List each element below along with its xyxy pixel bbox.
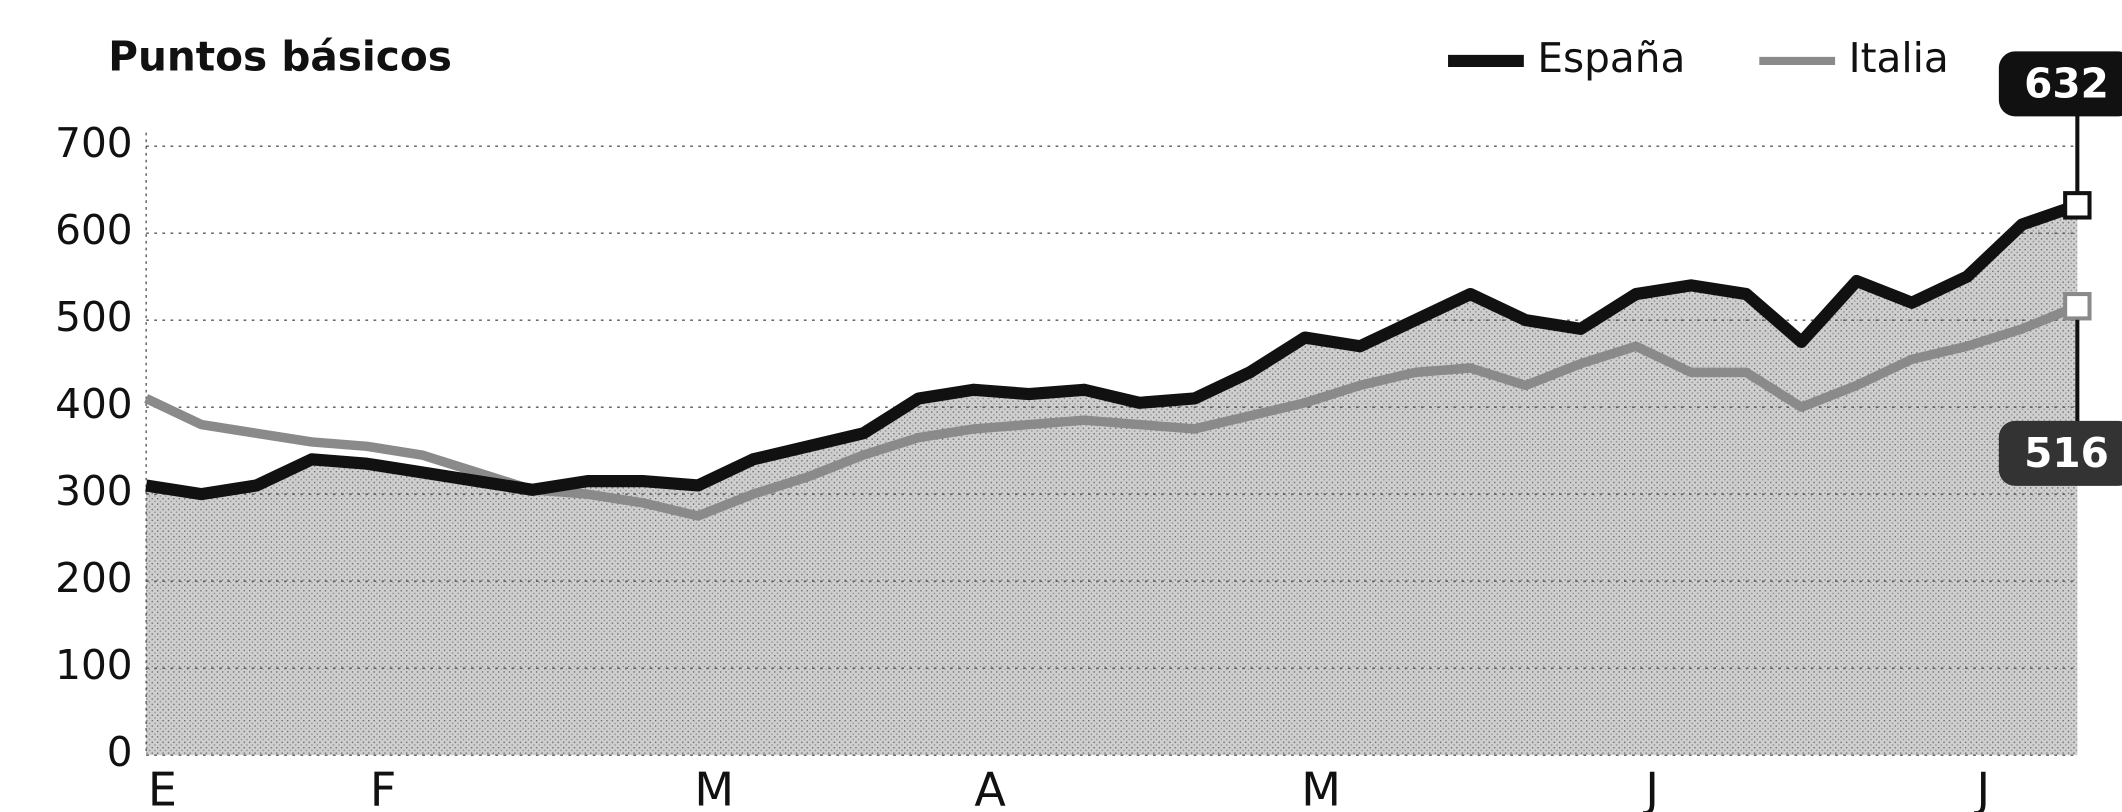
- callout-box: [1998, 51, 2122, 117]
- end-marker: [2063, 191, 2092, 220]
- y-tick-label: 400: [55, 380, 132, 428]
- callout-label: 632: [2024, 60, 2109, 108]
- y-tick-label: 600: [55, 206, 132, 254]
- legend-label: Italia: [1849, 34, 1949, 82]
- y-tick-label: 200: [55, 554, 132, 602]
- y-tick-label: 100: [55, 641, 132, 689]
- callout-box: [1998, 420, 2122, 486]
- area-fill: [146, 205, 2078, 756]
- x-tick-label: E: [148, 763, 177, 812]
- x-tick-label: F: [370, 763, 396, 812]
- y-tick-label: 0: [107, 728, 133, 776]
- chart-title: Puntos básicos: [108, 33, 452, 81]
- x-tick-label: J: [1642, 763, 1659, 812]
- legend-label: España: [1537, 34, 1685, 82]
- y-tick-label: 500: [55, 293, 132, 341]
- x-tick-label: J: [1973, 763, 1990, 812]
- callout-label: 516: [2024, 429, 2109, 477]
- y-tick-label: 300: [55, 467, 132, 515]
- y-tick-label: 700: [55, 119, 132, 167]
- x-tick-label: M: [1301, 763, 1341, 812]
- x-tick-label: A: [974, 763, 1006, 812]
- x-tick-label: M: [694, 763, 734, 812]
- end-marker: [2063, 292, 2092, 321]
- series-line: [145, 199, 2080, 501]
- series-line: [144, 301, 2080, 521]
